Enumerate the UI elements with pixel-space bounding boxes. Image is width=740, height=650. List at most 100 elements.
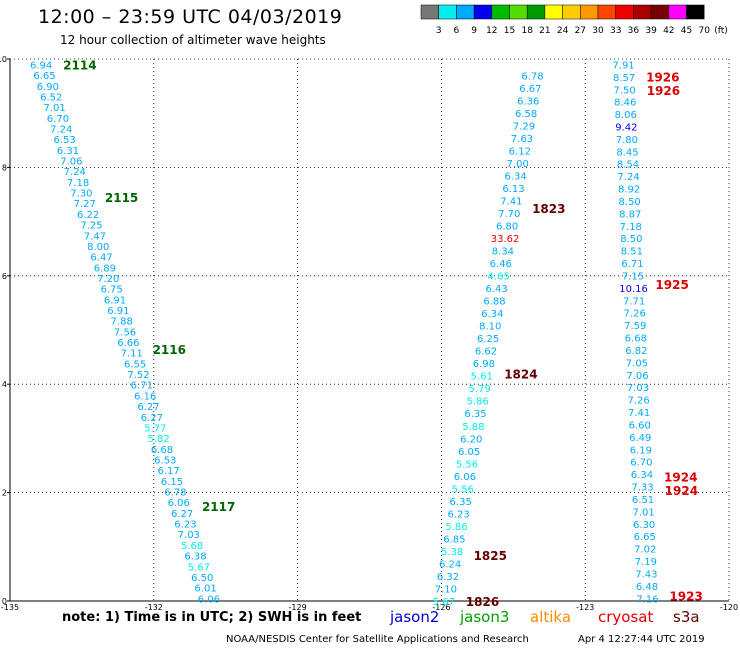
wave-height-value: 6.35 — [464, 409, 486, 420]
pass-time-label: 1924 — [665, 484, 698, 498]
wave-height-value: 6.32 — [437, 572, 459, 583]
wave-height-value: 6.43 — [485, 284, 507, 295]
wave-height-value: 7.03 — [178, 530, 200, 541]
wave-height-value: 7.30 — [70, 189, 92, 200]
wave-height-value: 6.05 — [458, 447, 480, 458]
legend-jason2: jason2 — [390, 608, 440, 626]
wave-height-value: 6.12 — [509, 146, 531, 157]
wave-height-value: 6.51 — [632, 495, 654, 506]
pass-time-label: 1924 — [664, 470, 697, 484]
colorbar-swatch — [686, 4, 705, 20]
x-tick-label: -123 — [576, 603, 594, 612]
wave-height-colorbar: 3 6 9 12 15 18 21 24 27 30 33 36 39 42 45 70 (ft) — [420, 4, 728, 36]
wave-height-value: 8.34 — [492, 247, 514, 258]
y-tick-label: 0 — [2, 597, 7, 606]
wave-height-value: 6.70 — [47, 114, 69, 125]
wave-height-value: 8.51 — [621, 247, 643, 258]
wave-height-value: 5.56 — [452, 484, 474, 495]
wave-height-value: 7.91 — [612, 60, 634, 71]
pass-time-label: 1824 — [504, 367, 537, 381]
wave-height-value: 7.03 — [627, 383, 649, 394]
wave-height-value: 6.17 — [158, 466, 180, 477]
wave-height-value: 9.42 — [615, 122, 637, 133]
wave-height-value: 7.01 — [632, 507, 654, 518]
wave-height-value: 6.98 — [473, 359, 495, 370]
wave-height-value: 7.15 — [622, 271, 644, 282]
wave-height-value: 6.75 — [100, 285, 122, 296]
wave-height-value: 6.62 — [475, 347, 497, 358]
wave-height-value: 7.33 — [631, 483, 653, 494]
wave-height-value: 6.55 — [124, 359, 146, 370]
wave-height-value: 6.20 — [460, 434, 482, 445]
wave-height-value: 6.06 — [198, 594, 220, 605]
wave-height-value: 7.01 — [43, 103, 65, 114]
wave-height-value: 6.27 — [137, 402, 159, 413]
wave-height-value: 7.41 — [628, 408, 650, 419]
pass-time-label: 1823 — [532, 202, 565, 216]
legend-cryosat: cryosat — [598, 608, 654, 626]
wave-height-value: 6.35 — [450, 497, 472, 508]
pass-time-label: 2116 — [153, 343, 186, 357]
wave-height-value: 6.16 — [134, 391, 156, 402]
y-tick-label: 10 — [0, 55, 7, 64]
wave-height-value: 6.70 — [630, 458, 652, 469]
y-tick-label: 6 — [2, 272, 7, 281]
x-tick-label: -120 — [720, 603, 738, 612]
wave-height-value: 7.06 — [60, 157, 82, 168]
colorbar-label: 39 — [645, 26, 657, 36]
wave-height-value: 7.24 — [617, 172, 639, 183]
wave-height-value: 4.65 — [488, 272, 510, 283]
colorbar-label: 18 — [521, 26, 533, 36]
wave-height-value: 7.70 — [498, 209, 520, 220]
legend-altika: altika — [530, 608, 572, 626]
wave-height-value: 6.47 — [90, 253, 112, 264]
wave-height-value: 7.18 — [67, 178, 89, 189]
wave-height-value: 8.50 — [619, 197, 641, 208]
wave-height-value: 7.24 — [64, 167, 86, 178]
wave-height-value: 6.91 — [104, 295, 126, 306]
wave-height-value: 5.77 — [144, 423, 166, 434]
wave-height-value: 6.24 — [439, 559, 461, 570]
wave-height-value: 7.41 — [500, 196, 522, 207]
x-tick-label: -132 — [145, 603, 163, 612]
pass-time-label: 2117 — [202, 500, 235, 514]
wave-height-value: 7.63 — [511, 134, 533, 145]
wave-height-value: 8.06 — [615, 110, 637, 121]
wave-height-value: 7.16 — [636, 594, 658, 605]
wave-height-value: 7.18 — [620, 222, 642, 233]
colorbar-unit: (ft) — [714, 26, 728, 36]
wave-height-value: 6.34 — [631, 470, 653, 481]
wave-height-value: 5.86 — [466, 397, 488, 408]
wave-height-value: 5.67 — [188, 562, 210, 573]
wave-height-value: 6.23 — [174, 520, 196, 531]
wave-height-value: 6.50 — [191, 573, 213, 584]
wave-height-value: 7.71 — [623, 296, 645, 307]
y-tick-label: 4 — [2, 380, 7, 389]
wave-height-value: 6.91 — [107, 306, 129, 317]
wave-height-value: 6.90 — [37, 82, 59, 93]
wave-height-value: 6.94 — [30, 60, 52, 71]
wave-height-value: 6.31 — [57, 146, 79, 157]
wave-height-value: 6.52 — [40, 92, 62, 103]
wave-height-value: 6.22 — [77, 210, 99, 221]
wave-height-value: 7.26 — [624, 309, 646, 320]
wave-height-value: 6.82 — [625, 346, 647, 357]
wave-height-value: 33.62 — [491, 234, 520, 245]
wave-height-value: 6.06 — [454, 472, 476, 483]
footnote: note: 1) Time is in UTC; 2) SWH is in fe… — [62, 610, 362, 625]
wave-height-value: 6.23 — [447, 509, 469, 520]
wave-height-value: 5.79 — [469, 384, 491, 395]
wave-height-value: 6.49 — [629, 433, 651, 444]
wave-height-value: 7.50 — [614, 85, 636, 96]
wave-height-plot: -135-132-129-126-123-12002468106.946.656… — [0, 55, 738, 612]
pass-time-label: 1926 — [647, 84, 680, 98]
wave-height-value: 5.68 — [181, 541, 203, 552]
generation-timestamp: Apr 4 12:27:44 UTC 2019 — [578, 634, 705, 645]
colorbar-label: 30 — [592, 26, 604, 36]
wave-height-value: 7.24 — [50, 124, 72, 135]
wave-height-value: 6.67 — [519, 84, 541, 95]
pass-time-label: 1826 — [466, 595, 499, 609]
wave-height-value: 8.92 — [618, 185, 640, 196]
wave-height-value: 6.53 — [154, 455, 176, 466]
